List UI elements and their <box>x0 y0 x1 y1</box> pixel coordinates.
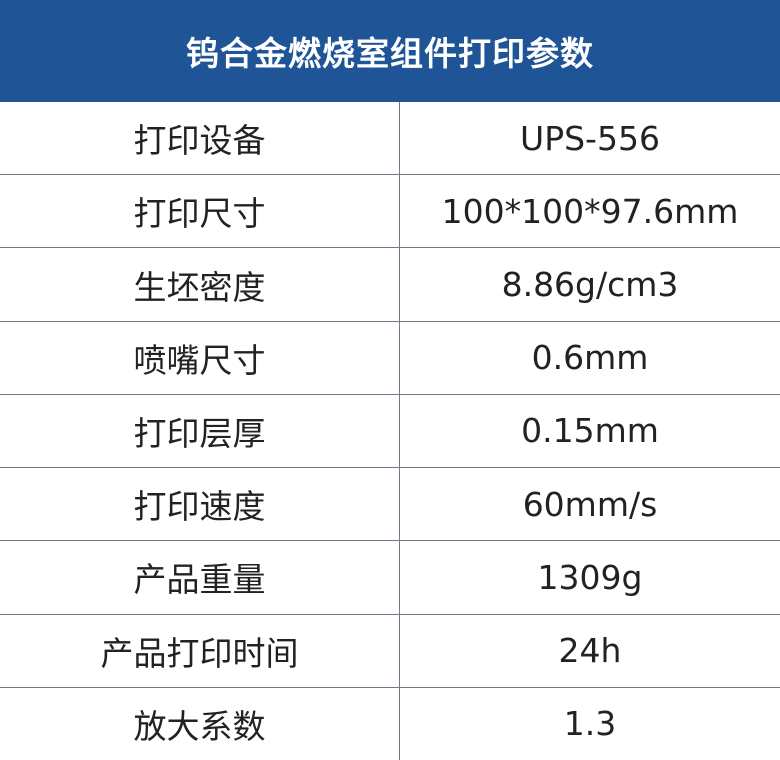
table-row: 打印层厚 0.15mm <box>0 393 780 469</box>
parameter-table: 打印设备 UPS-556 打印尺寸 100*100*97.6mm 生坯密度 8.86g/c… <box>0 102 780 760</box>
parameter-value: 1309g <box>399 540 780 615</box>
table-row: 放大系数 1.3 <box>0 686 780 760</box>
parameter-label: 喷嘴尺寸 <box>0 320 400 395</box>
table-row: 产品重量 1309g <box>0 540 780 615</box>
parameter-value: 60mm/s <box>399 467 780 542</box>
parameter-value: 0.15mm <box>399 393 780 469</box>
parameter-value: UPS-556 <box>399 102 780 176</box>
table-row: 打印设备 UPS-556 <box>0 102 780 176</box>
table-row: 喷嘴尺寸 0.6mm <box>0 320 780 395</box>
parameter-label: 生坯密度 <box>0 247 400 322</box>
parameter-label: 打印层厚 <box>0 393 400 469</box>
parameter-label: 打印速度 <box>0 467 400 542</box>
parameter-value: 100*100*97.6mm <box>399 174 780 249</box>
parameter-label: 产品打印时间 <box>0 613 400 688</box>
parameter-value: 1.3 <box>399 686 780 760</box>
parameter-label: 打印尺寸 <box>0 174 400 249</box>
table-row: 打印速度 60mm/s <box>0 467 780 542</box>
table-row: 生坯密度 8.86g/cm3 <box>0 247 780 322</box>
parameter-value: 8.86g/cm3 <box>399 247 780 322</box>
parameter-label: 产品重量 <box>0 540 400 615</box>
parameter-label: 打印设备 <box>0 102 400 176</box>
parameter-value: 24h <box>399 613 780 688</box>
table-row: 产品打印时间 24h <box>0 613 780 688</box>
table-row: 打印尺寸 100*100*97.6mm <box>0 174 780 249</box>
parameter-value: 0.6mm <box>399 320 780 395</box>
table-title: 钨合金燃烧室组件打印参数 <box>0 0 780 102</box>
parameter-label: 放大系数 <box>0 686 400 760</box>
